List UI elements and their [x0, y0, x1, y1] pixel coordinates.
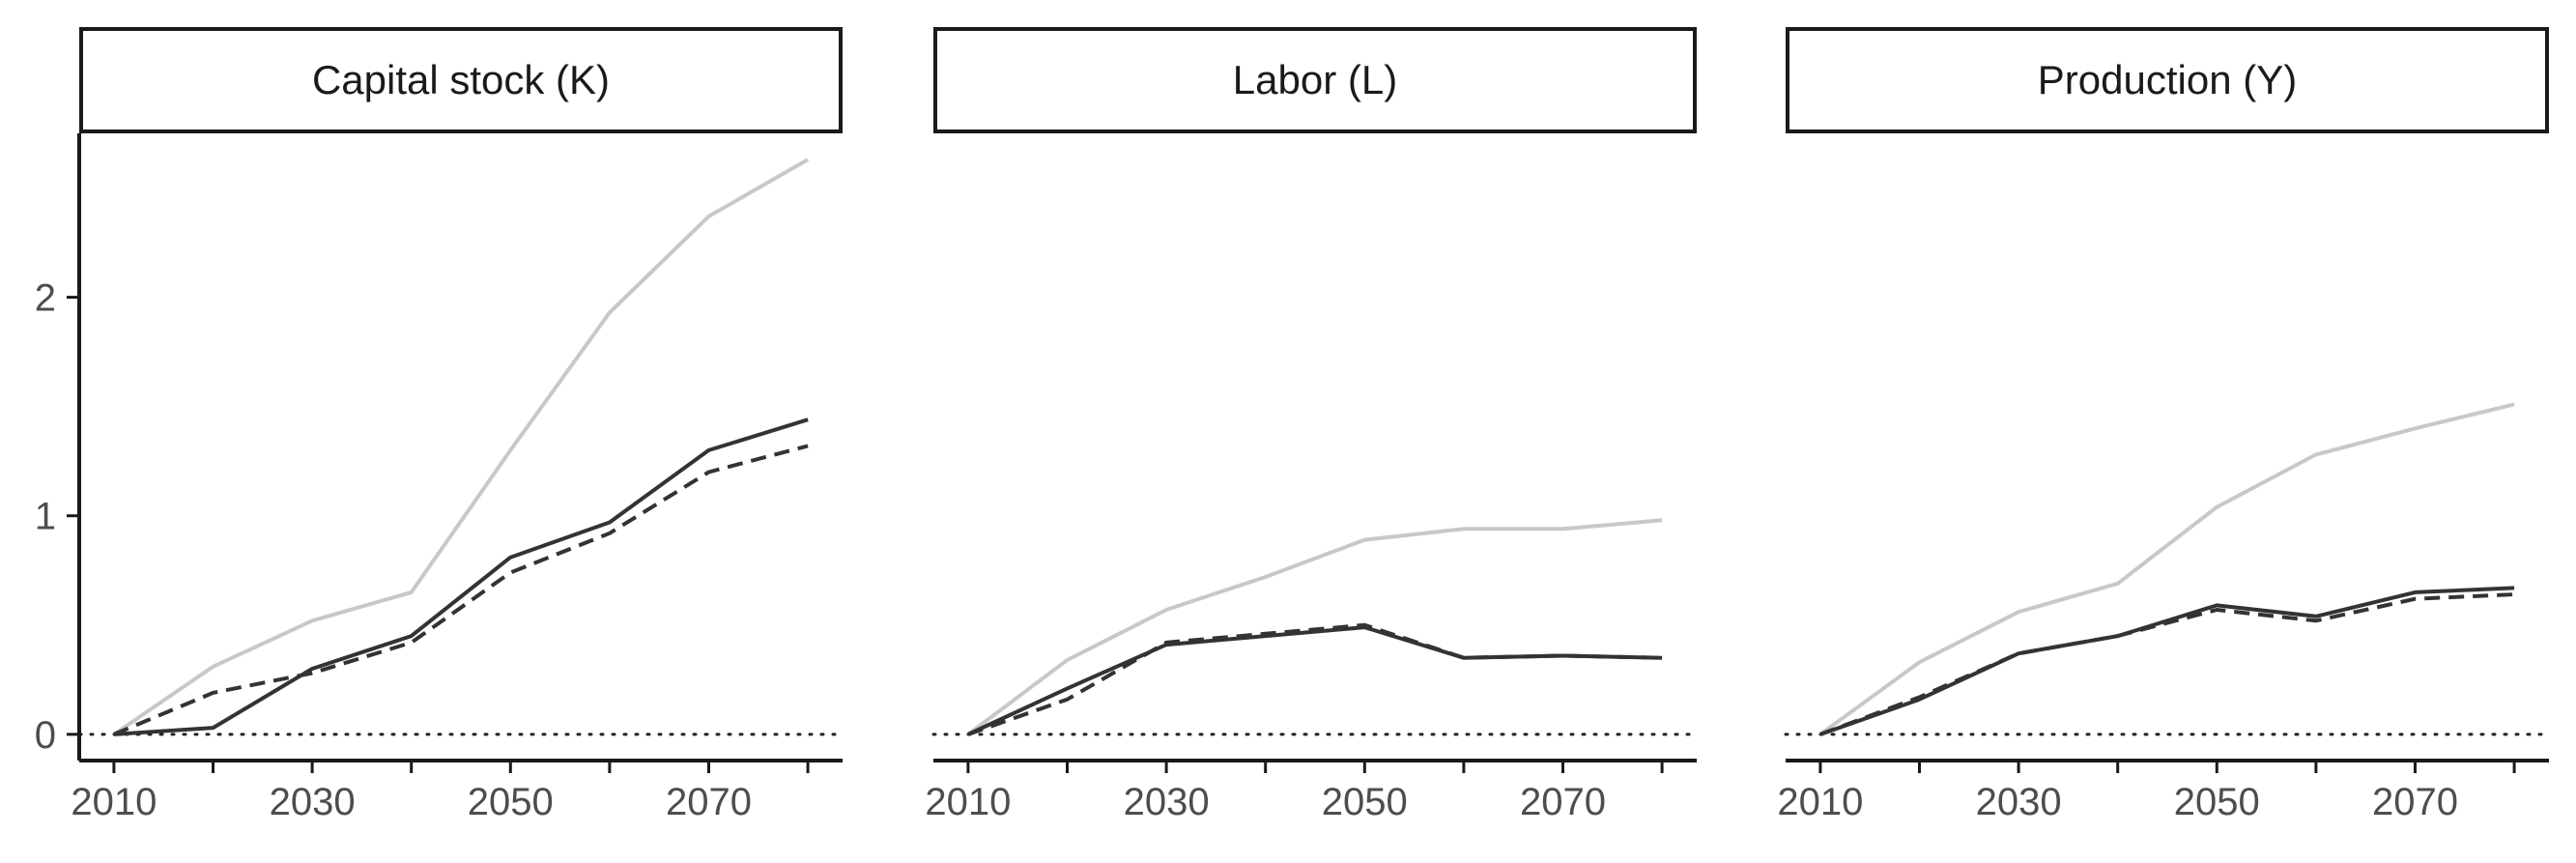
x-tick-label: 2030	[270, 781, 356, 823]
x-tick-label: 2030	[1976, 781, 2062, 823]
x-tick-label: 2050	[468, 781, 554, 823]
x-tick-label: 2050	[1322, 781, 1408, 823]
y-tick-label: 1	[35, 496, 56, 538]
x-tick-label: 2070	[666, 781, 752, 823]
facet-title: Production (Y)	[2038, 57, 2297, 102]
series-line-solid-dark	[113, 417, 809, 736]
panel-1: Capital stock (K) 2010 2030 2050 2070 0 1 2	[35, 27, 844, 823]
y-tick-label: 2	[35, 277, 56, 320]
series-line-dashed	[967, 622, 1663, 736]
x-tick-label: 2010	[925, 781, 1011, 823]
facet-title: Labor (L)	[1233, 57, 1397, 102]
panel-2: Labor (L) 2010 2030 2050 2070	[925, 27, 1699, 823]
x-tick-label: 2070	[1520, 781, 1606, 823]
x-tick-label: 2050	[2174, 781, 2260, 823]
facet-strip	[1786, 27, 2549, 133]
y-tick-label: 0	[35, 714, 56, 757]
x-tick-label: 2010	[1777, 781, 1863, 823]
series-line-solid-light	[1818, 402, 2515, 736]
x-tick-label: 2070	[2372, 781, 2458, 823]
series-line-solid-light	[966, 518, 1663, 736]
facet-strip	[933, 27, 1697, 133]
series-line-solid-light	[112, 158, 810, 736]
series-line-dashed	[1819, 592, 2515, 736]
x-tick-label: 2030	[1124, 781, 1210, 823]
series-line-solid-dark	[967, 625, 1663, 736]
series-line-dashed	[113, 444, 809, 736]
panel-3: Production (Y) 2010 2030 2050 2070	[1777, 27, 2551, 823]
facet-strip	[79, 27, 843, 133]
facet-title: Capital stock (K)	[312, 57, 610, 102]
x-tick-label: 2010	[71, 781, 157, 823]
